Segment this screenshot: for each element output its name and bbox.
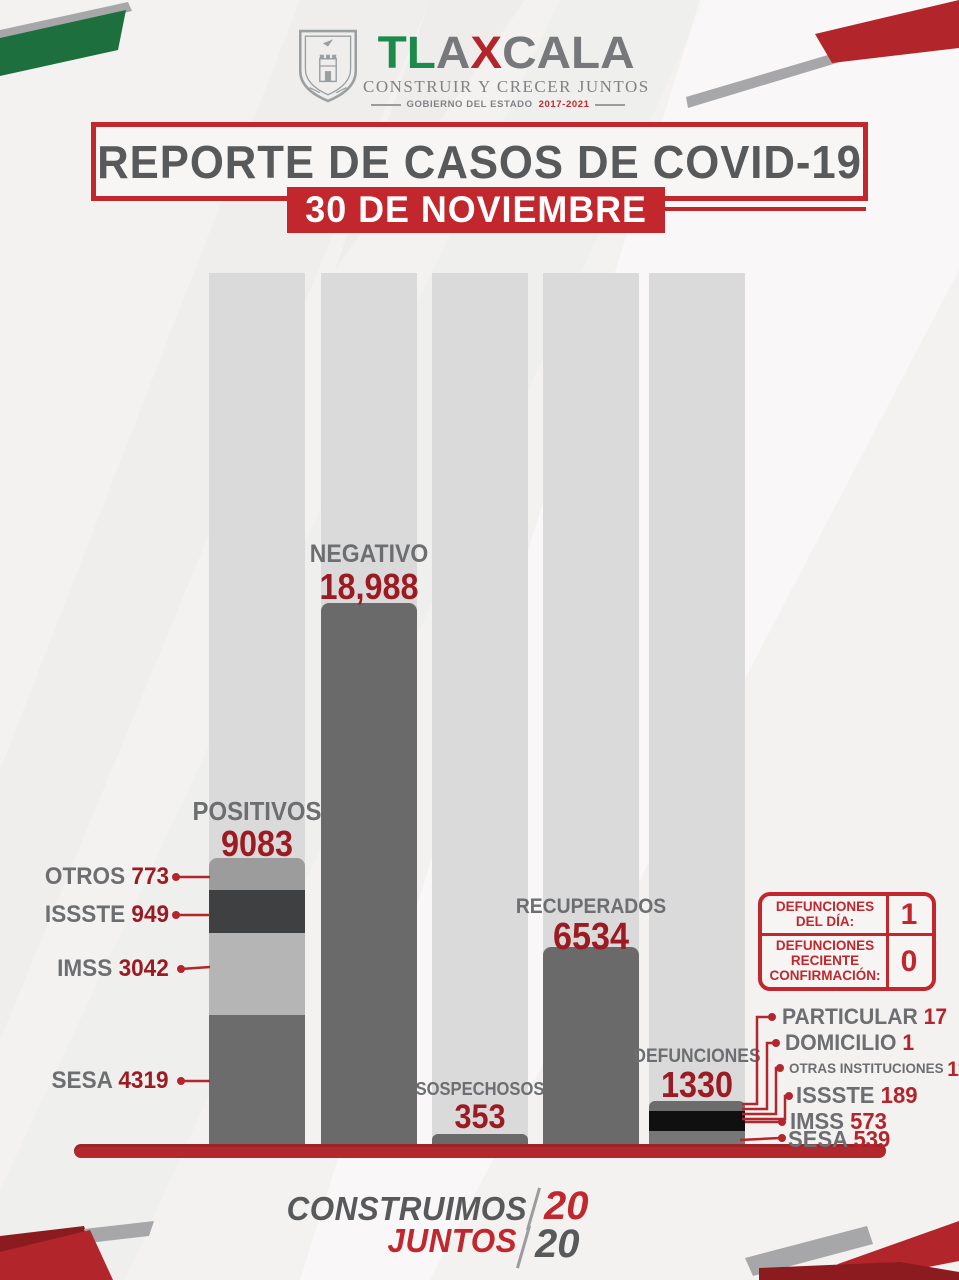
brand-slogan: CONSTRUIR Y CRECER JUNTOS [363,77,650,96]
footer-word-juntos: JUNTOS [387,1222,517,1259]
government-label: GOBIERNO DEL ESTADO [406,99,533,110]
stats-row1-label: DEFUNCIONES DEL DÍA: [775,898,875,929]
footer-slash-bottom [515,1225,532,1269]
label-negativo: NEGATIVO 18,988 [309,540,429,607]
defunciones-row-otras-instituciones: OTRAS INSTITUCIONES 11 [789,1058,959,1081]
positivos-row-issste: ISSSTE 949 [44,901,169,928]
report-title: REPORTE DE CASOS DE COVID-19 [97,135,862,188]
report-title-box: REPORTE DE CASOS DE COVID-19 [91,122,868,201]
column-track-sospechosos [432,273,528,1145]
defunciones-row-sesa: SESA 539 [788,1126,891,1152]
tlaxcala-coat-of-arms-icon [298,29,358,103]
chart-baseline [74,1144,886,1158]
label-defunciones: DEFUNCIONES 1330 [633,1046,761,1105]
bar-negativo [321,603,417,1145]
defunciones-segment-black [649,1111,745,1131]
report-date: 30 DE NOVIEMBRE [305,189,647,230]
positivos-row-imss: IMSS 3042 [57,955,169,982]
label-recuperados: RECUPERADOS 6534 [515,895,667,958]
brand-letters-gray: CALA [502,27,635,78]
brand-government-line: GOBIERNO DEL ESTADO 2017-2021 [363,99,633,110]
stats-row2-value: 0 [900,944,918,978]
defunciones-row-issste: ISSSTE 189 [796,1082,918,1108]
stats-row2-label: DEFUNCIONES RECIENTE CONFIRMACIÓN: [769,938,881,983]
positivos-row-sesa: SESA 4319 [51,1067,169,1094]
brand-letter-red: X [470,27,503,78]
positivos-row-otros: OTROS 773 [44,863,169,890]
footer-number-20-bottom: 20 [535,1222,580,1266]
positivos-segment-issste [209,890,305,933]
defunciones-row-particular: PARTICULAR 17 [782,1004,948,1029]
brand-block: TLAXCALA CONSTRUIR Y CRECER JUNTOS GOBIE… [363,30,650,110]
stats-row1-value: 1 [900,897,918,931]
dash-right [595,103,626,106]
government-years: 2017-2021 [538,99,590,110]
defunciones-stats-box: DEFUNCIONES DEL DÍA: 1 DEFUNCIONES RECIE… [758,892,936,991]
brand-letter-gray: A [435,27,471,78]
defunciones-segment-bottom [649,1131,745,1145]
positivos-segment-sesa [209,1015,305,1145]
label-sospechosos: SOSPECHOSOS 353 [415,1079,545,1136]
label-positivos: POSITIVOS 9083 [192,796,322,864]
defunciones-row-domicilio: DOMICILIO 1 [785,1030,915,1055]
column-track-defunciones [649,273,745,1145]
dash-left [370,103,401,106]
report-date-box: 30 DE NOVIEMBRE [287,187,665,233]
brand-letters-green: TL [377,27,436,78]
positivos-segment-imss [209,933,305,1015]
brand-wordmark: TLAXCALA [363,30,649,75]
